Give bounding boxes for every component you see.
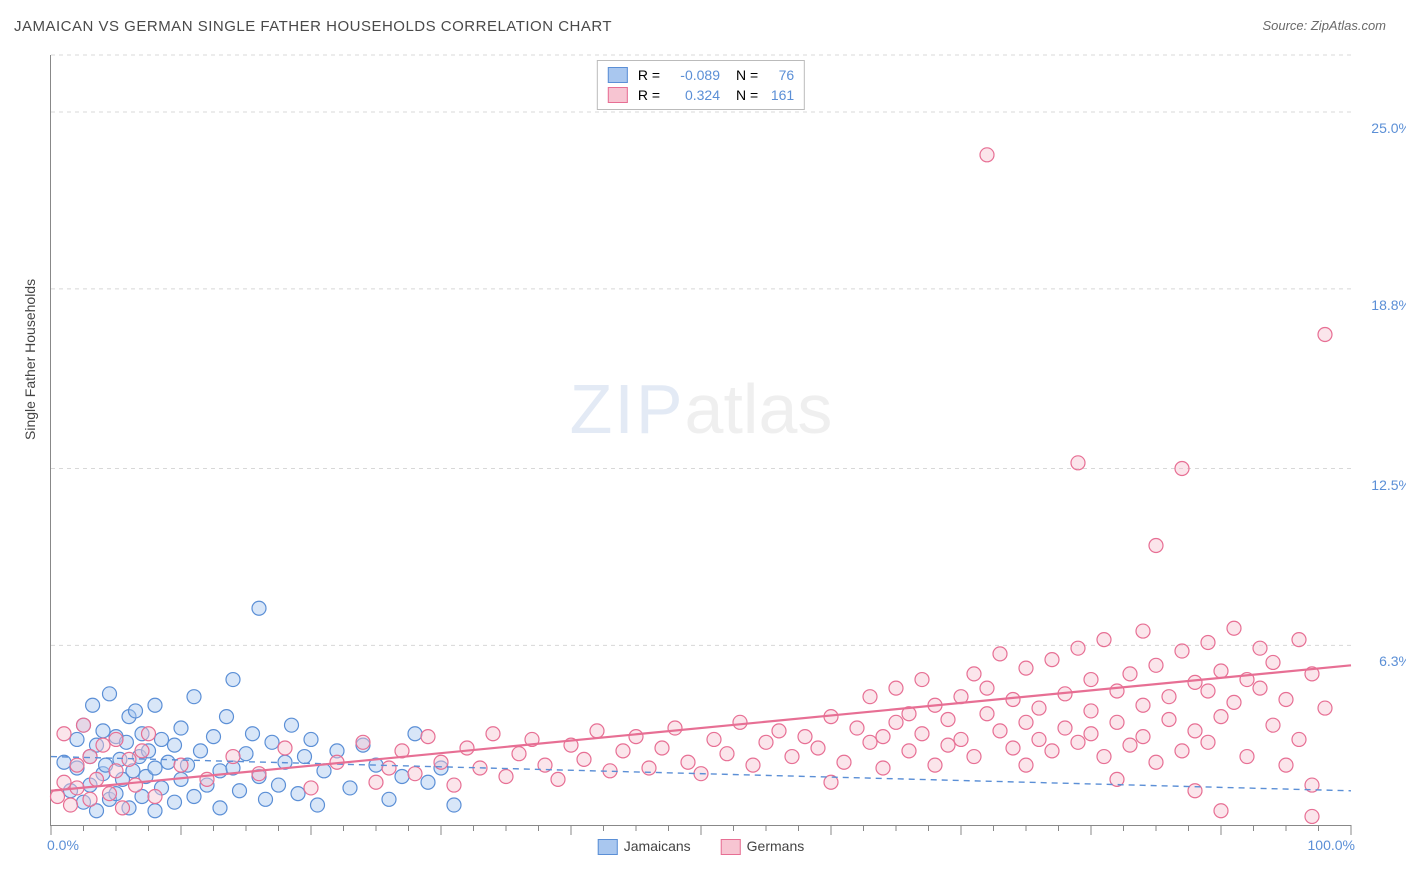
legend-item: Jamaicans xyxy=(598,838,691,855)
scatter-svg xyxy=(51,55,1351,825)
x-axis-max-label: 100.0% xyxy=(1308,837,1355,853)
n-label: N = xyxy=(736,65,758,85)
legend-bottom: Jamaicans Germans xyxy=(598,838,805,855)
plot-area: ZIPatlas 6.3%12.5%18.8%25.0% 0.0% 100.0%… xyxy=(50,55,1351,826)
r-value: 0.324 xyxy=(666,85,720,105)
y-tick-label: 18.8% xyxy=(1361,297,1406,313)
legend-label: Germans xyxy=(747,838,805,854)
r-value: -0.089 xyxy=(666,65,720,85)
legend-swatch xyxy=(598,839,618,855)
correlation-row: R = 0.324 N = 161 xyxy=(608,85,794,105)
n-value: 161 xyxy=(764,85,794,105)
legend-swatch xyxy=(608,87,628,103)
y-axis-label: Single Father Households xyxy=(22,279,38,440)
correlation-row: R = -0.089 N = 76 xyxy=(608,65,794,85)
legend-swatch xyxy=(608,67,628,83)
y-tick-label: 12.5% xyxy=(1361,477,1406,493)
source-attribution: Source: ZipAtlas.com xyxy=(1262,18,1386,33)
r-label: R = xyxy=(638,65,660,85)
n-label: N = xyxy=(736,85,758,105)
n-value: 76 xyxy=(764,65,794,85)
y-tick-label: 6.3% xyxy=(1361,653,1406,669)
x-axis-min-label: 0.0% xyxy=(47,837,79,853)
legend-label: Jamaicans xyxy=(624,838,691,854)
y-tick-label: 25.0% xyxy=(1361,120,1406,136)
legend-item: Germans xyxy=(721,838,805,855)
legend-top: R = -0.089 N = 76 R = 0.324 N = 161 xyxy=(597,60,805,110)
chart-title: JAMAICAN VS GERMAN SINGLE FATHER HOUSEHO… xyxy=(14,18,612,35)
legend-swatch xyxy=(721,839,741,855)
r-label: R = xyxy=(638,85,660,105)
